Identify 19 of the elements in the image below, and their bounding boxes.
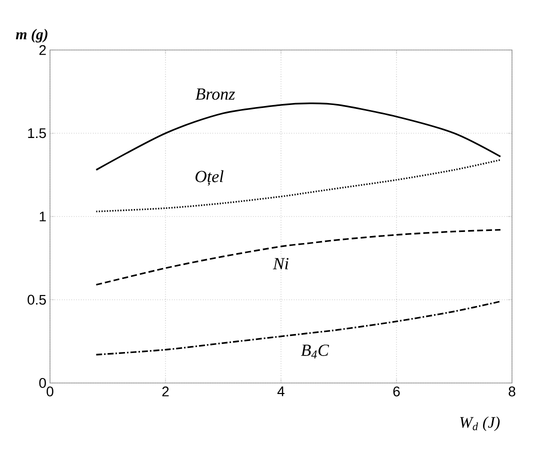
y-tick-label: 0.5	[28, 294, 46, 305]
x-tick-label: 2	[162, 386, 169, 396]
series-label: Oțel	[196, 170, 224, 186]
line-series	[95, 159, 502, 212]
y-tick-label: 2	[39, 45, 46, 55]
x-tick-label: 8	[508, 386, 516, 396]
y-axis-title: m (g)	[16, 28, 48, 42]
y-tick-label: 1	[40, 212, 46, 222]
x-tick-label: 6	[393, 386, 400, 396]
x-tick-label: 4	[277, 386, 284, 396]
y-tick-label: 0	[39, 378, 46, 388]
line-series	[95, 229, 502, 286]
series-label: B$_{4}$C	[300, 344, 330, 358]
line-series	[95, 102, 502, 171]
series-label: Bronz	[195, 88, 235, 100]
x-axis-title: W$_{d}$ (J)	[460, 416, 500, 431]
series-label: Ni	[272, 258, 288, 270]
x-tick-label: 0	[46, 386, 54, 396]
y-tick-label: 1.5	[28, 128, 46, 138]
